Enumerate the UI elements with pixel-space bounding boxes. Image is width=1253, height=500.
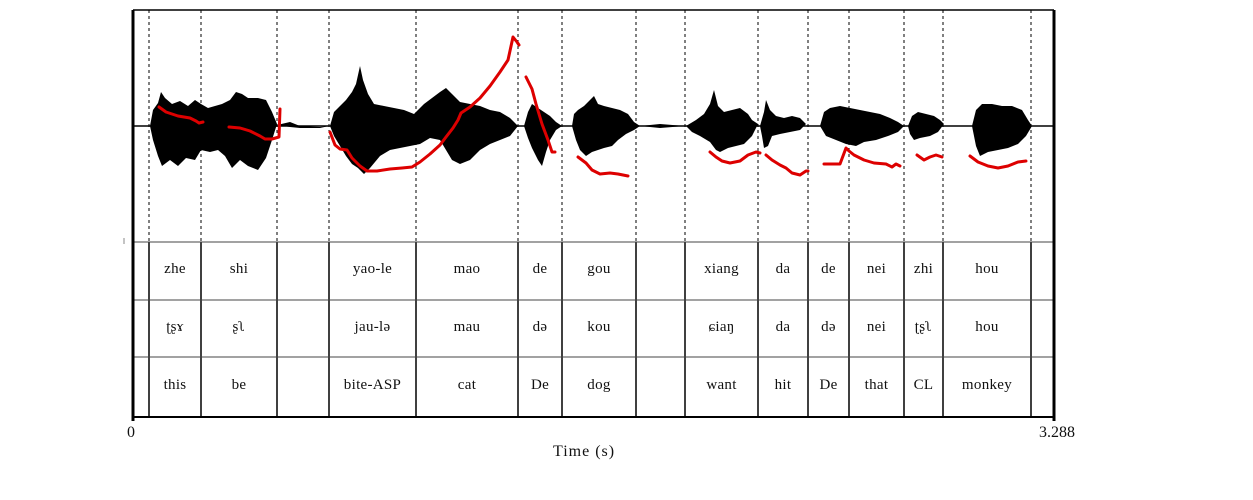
tier-ipa-interval: jau-lə bbox=[354, 318, 391, 335]
tier-gloss-interval: De bbox=[530, 377, 550, 393]
time-axis-min: 0 bbox=[127, 424, 135, 441]
tier-ipa-interval: ɕiaŋ bbox=[708, 318, 735, 335]
time-axis-max: 3.288 bbox=[1039, 424, 1075, 441]
tier-ipa-interval: kou bbox=[587, 318, 611, 335]
pitch-contour bbox=[157, 35, 1028, 178]
tier-pinyin-interval: yao-le bbox=[352, 261, 393, 277]
tier-ipa-interval: da bbox=[775, 318, 791, 335]
tier-gloss-interval: be bbox=[231, 377, 247, 393]
time-axis-label: Time (s) bbox=[553, 443, 616, 460]
tier-gloss-interval: this bbox=[163, 377, 187, 393]
tier-pinyin-interval: hou bbox=[975, 261, 999, 277]
tier-pinyin-interval: xiang bbox=[704, 261, 739, 277]
tier-gloss-interval: want bbox=[706, 377, 737, 393]
tier-gloss-interval: CL bbox=[913, 377, 934, 393]
tier-pinyin-interval: de bbox=[532, 261, 548, 277]
tier-ipa-interval: hou bbox=[975, 318, 999, 335]
textgrid-lines bbox=[133, 241, 1054, 417]
tier-ipa-interval: də bbox=[821, 318, 836, 335]
tier-pinyin-interval: zhe bbox=[164, 261, 186, 277]
tier-ipa-interval: mau bbox=[453, 318, 481, 335]
tier-ipa-interval: nei bbox=[866, 318, 887, 335]
tier-ipa-interval: ʈʂʅ bbox=[914, 318, 933, 335]
tier-gloss-interval: dog bbox=[587, 377, 611, 393]
tier-pinyin-interval: shi bbox=[229, 261, 249, 277]
plot-frame bbox=[123, 9, 1056, 421]
tier-pinyin-interval: mao bbox=[453, 261, 481, 277]
tier-pinyin-interval: da bbox=[775, 261, 791, 277]
tier-pinyin-interval: de bbox=[821, 261, 836, 277]
tier-ipa-interval: ʈʂɤ bbox=[166, 318, 184, 335]
tier-gloss-interval: cat bbox=[457, 377, 477, 393]
tier-pinyin-interval: zhi bbox=[913, 261, 934, 277]
tier-gloss-interval: monkey bbox=[961, 377, 1013, 393]
tier-gloss-interval: De bbox=[819, 377, 838, 393]
tier-gloss-interval: hit bbox=[774, 377, 792, 393]
waveform bbox=[133, 66, 1054, 174]
tier-gloss-interval: bite-ASP bbox=[343, 377, 402, 393]
boundary-dashed-lines bbox=[148, 10, 1032, 242]
tier-gloss-interval: that bbox=[864, 377, 889, 393]
tier-pinyin-interval: nei bbox=[866, 261, 887, 277]
tier-ipa-interval: də bbox=[532, 318, 548, 335]
tier-ipa-interval: ʂʅ bbox=[232, 318, 246, 335]
tier-pinyin-interval: gou bbox=[587, 261, 611, 277]
